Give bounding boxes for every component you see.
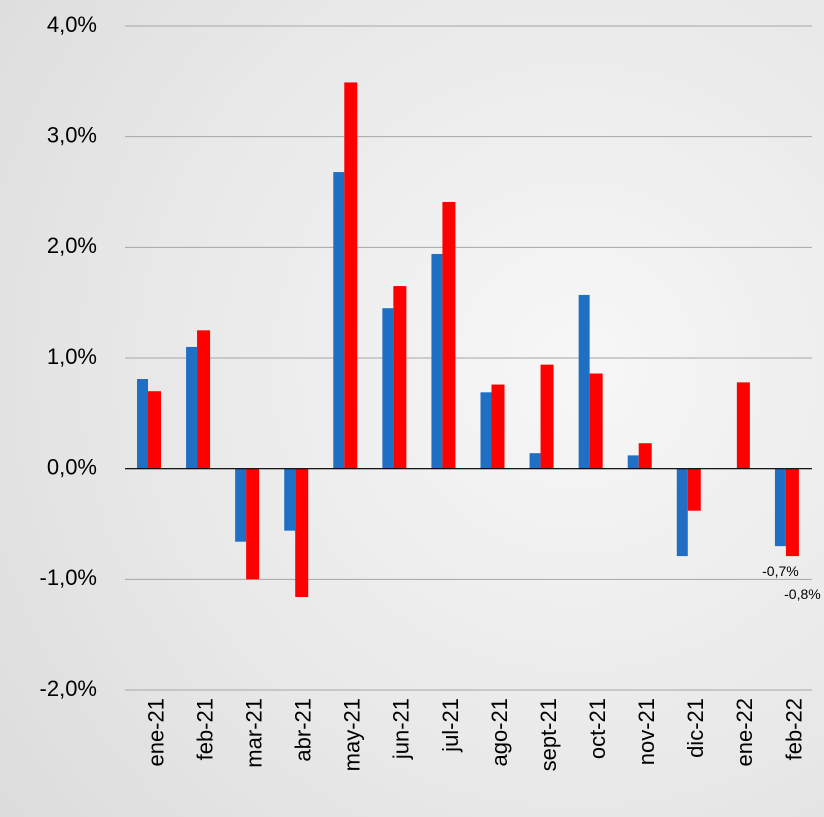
bar (736, 382, 750, 469)
y-tick-label: 4,0% (47, 12, 97, 37)
x-tick-label: mar-21 (241, 698, 266, 768)
bar (197, 330, 211, 469)
bar (344, 82, 358, 469)
bar (393, 286, 407, 469)
y-tick-label: 0,0% (47, 454, 97, 479)
bar (785, 468, 799, 557)
y-tick-label: 2,0% (47, 233, 97, 258)
bar (578, 294, 590, 469)
bar (137, 379, 148, 469)
x-tick-label: nov-21 (634, 698, 659, 765)
y-tick-label: 1,0% (47, 344, 97, 369)
bar (638, 443, 652, 469)
x-tick-label: ene-22 (732, 698, 757, 767)
bar (284, 468, 296, 531)
bar (589, 373, 603, 469)
bar (774, 468, 786, 547)
bar (431, 253, 443, 469)
x-tick-label: ene-21 (143, 698, 168, 767)
bar (246, 468, 260, 580)
bar (333, 172, 345, 469)
x-tick-label: jun-21 (389, 698, 414, 760)
x-tick-label: jul-21 (438, 698, 463, 753)
bar (540, 364, 554, 469)
x-tick-label: dic-21 (683, 698, 708, 758)
x-tick-label: may-21 (340, 698, 365, 771)
data-label: -0,7% (762, 563, 799, 579)
y-tick-label: -2,0% (40, 676, 97, 701)
bar (687, 468, 701, 511)
bar (186, 346, 198, 469)
bar (480, 392, 492, 469)
x-tick-label: oct-21 (585, 698, 610, 759)
bar (382, 308, 394, 469)
bar (148, 391, 161, 469)
x-tick-label: feb-21 (192, 698, 217, 760)
data-label: -0,8% (784, 586, 821, 602)
bar (491, 384, 505, 469)
x-tick-label: ago-21 (487, 698, 512, 767)
y-tick-label: 3,0% (47, 122, 97, 147)
x-tick-label: abr-21 (291, 698, 316, 762)
bar (295, 468, 309, 598)
x-tick-label: feb-22 (781, 698, 806, 760)
bar (529, 453, 541, 469)
y-tick-label: -1,0% (40, 565, 97, 590)
bar (676, 468, 688, 557)
x-tick-label: sept-21 (536, 698, 561, 771)
bar (442, 201, 456, 469)
bar (627, 455, 639, 469)
bar (235, 468, 247, 542)
